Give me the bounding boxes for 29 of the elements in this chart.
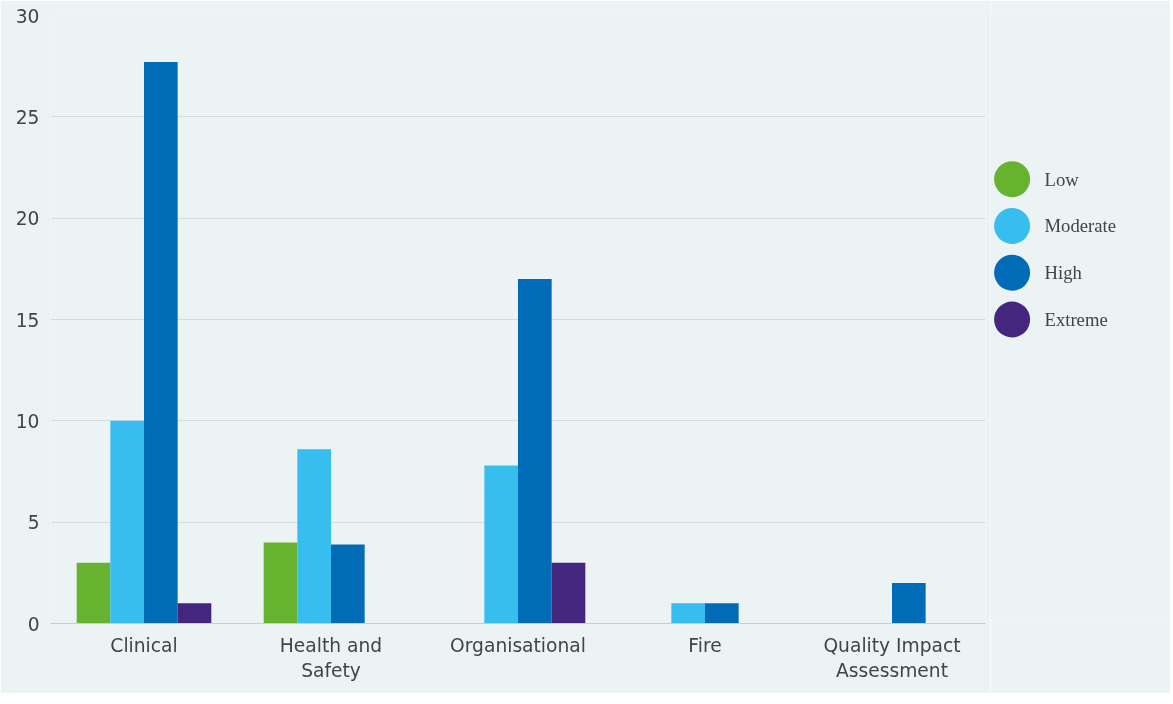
y-tick-label: 0 — [27, 613, 40, 635]
x-tick-label: Organisational — [450, 634, 586, 656]
bar — [331, 544, 365, 624]
bar — [705, 603, 739, 624]
bar — [263, 542, 298, 624]
legend-label: High — [1044, 262, 1083, 284]
y-tick-label: 25 — [15, 106, 40, 128]
bar — [518, 278, 552, 624]
legend-label: Extreme — [1044, 309, 1108, 330]
y-tick-label: 20 — [15, 208, 40, 230]
bar — [297, 449, 331, 624]
bar — [551, 562, 586, 624]
y-tick-label: 30 — [15, 5, 40, 27]
bar — [892, 582, 926, 624]
x-tick-label: Quality Impact Assessment — [823, 634, 961, 681]
bar — [110, 420, 144, 624]
x-tick-label: Fire — [688, 634, 722, 656]
bar — [484, 465, 518, 624]
bar — [144, 62, 178, 624]
x-tick-label: Clinical — [110, 634, 178, 656]
bar — [671, 603, 705, 624]
y-tick-label: 5 — [27, 512, 40, 534]
y-tick-label: 15 — [15, 309, 40, 331]
y-tick-label: 10 — [15, 410, 40, 432]
x-tick-label: Health and Safety — [279, 634, 383, 681]
legend-label: Low — [1044, 168, 1080, 190]
bar — [76, 562, 111, 624]
bar — [177, 603, 212, 624]
legend-label: Moderate — [1044, 215, 1116, 237]
